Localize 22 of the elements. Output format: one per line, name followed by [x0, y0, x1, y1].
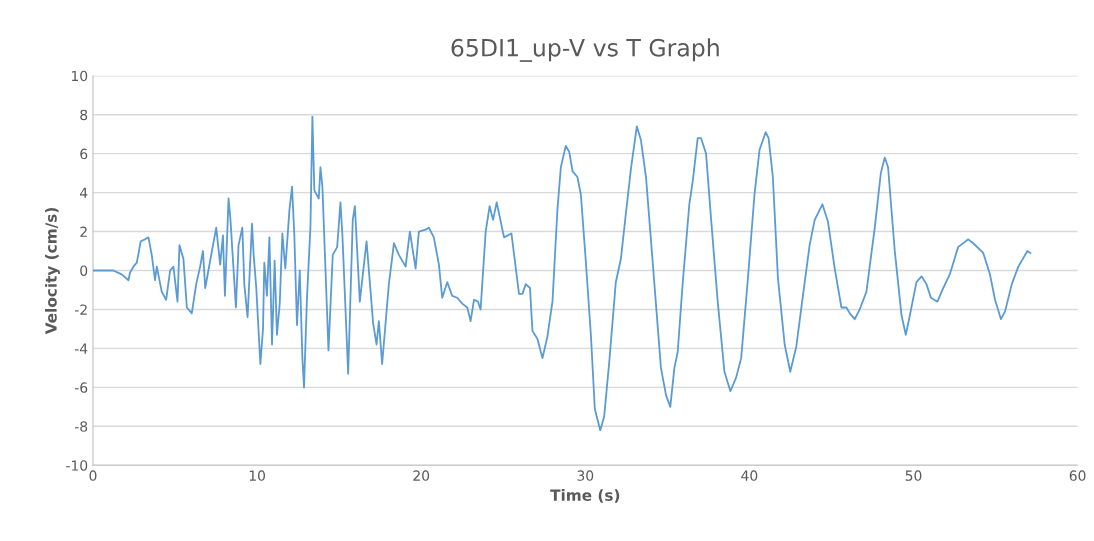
- y-tick-label: 8: [80, 109, 88, 121]
- x-axis-title: Time (s): [550, 489, 620, 503]
- line-series: [92, 115, 1032, 432]
- x-tick-label: 50: [905, 470, 922, 481]
- chart-title: 65DI1_up-V vs T Graph: [451, 38, 719, 62]
- x-tick-label: 0: [89, 470, 97, 481]
- x-tick-label: 30: [577, 470, 594, 481]
- y-tick-label: -2: [74, 304, 87, 315]
- y-tick-label: 0: [80, 265, 88, 276]
- y-tick-label: -10: [66, 460, 88, 471]
- x-tick-label: 60: [1069, 470, 1086, 481]
- x-tick-label: 10: [249, 470, 265, 481]
- x-tick-label: 40: [741, 470, 758, 481]
- y-tick-label: 6: [80, 148, 88, 160]
- y-tick-label: -8: [74, 421, 88, 432]
- y-tick-label: 2: [80, 226, 87, 237]
- y-tick-label: 10: [71, 70, 88, 82]
- y-axis-title: Velocity (cm/s): [44, 208, 60, 335]
- y-tick-label: -4: [74, 343, 88, 354]
- y-tick-label: 4: [79, 187, 88, 198]
- y-tick-label: -6: [74, 382, 88, 393]
- x-tick-label: 20: [413, 470, 430, 481]
